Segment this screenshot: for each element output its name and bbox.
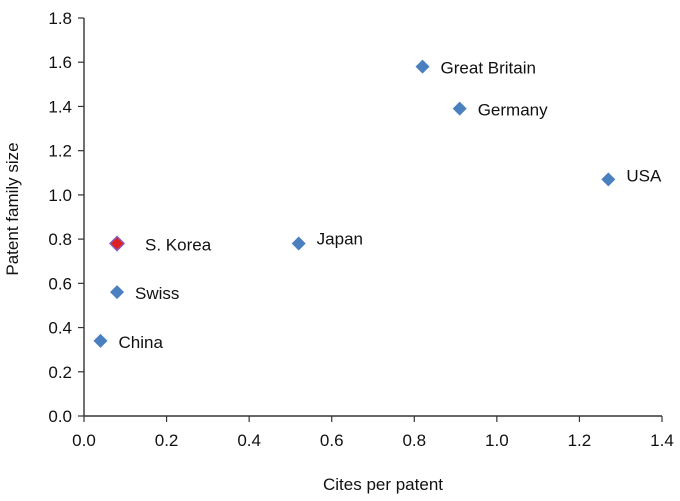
y-tick-label: 0.2 bbox=[48, 363, 72, 382]
x-tick-label: 0.4 bbox=[237, 431, 261, 450]
data-point-germany: Germany bbox=[452, 101, 548, 120]
x-tick-label: 1.0 bbox=[485, 431, 509, 450]
diamond-marker bbox=[110, 285, 125, 300]
diamond-marker bbox=[601, 172, 616, 187]
y-tick-label: 1.0 bbox=[48, 186, 72, 205]
ticks: 0.0 0.2 0.4 0.6 0.8 1.0 1.2 1.4 0.0 0.2 0.4 0.6 0.8 1… bbox=[48, 9, 673, 450]
y-tick-label: 1.6 bbox=[48, 53, 72, 72]
point-label: Swiss bbox=[135, 284, 179, 303]
point-label: USA bbox=[626, 166, 662, 185]
diamond-marker bbox=[291, 236, 306, 251]
data-points: Great Britain Germany USA Japan S. Korea Swis… bbox=[93, 59, 662, 352]
x-tick-label: 0.2 bbox=[155, 431, 179, 450]
data-point-great-britain: Great Britain bbox=[415, 59, 536, 78]
point-label: Japan bbox=[317, 230, 363, 249]
x-tick-label: 0.8 bbox=[402, 431, 426, 450]
data-point-japan: Japan bbox=[291, 230, 363, 251]
point-label: Germany bbox=[478, 101, 548, 120]
diamond-marker bbox=[452, 101, 467, 116]
point-label: S. Korea bbox=[145, 236, 212, 255]
point-label: China bbox=[119, 333, 164, 352]
data-point-china: China bbox=[93, 333, 164, 352]
point-label: Great Britain bbox=[441, 59, 536, 78]
y-tick-label: 0.4 bbox=[48, 319, 72, 338]
x-axis-label: Cites per patent bbox=[323, 475, 443, 494]
y-tick-label: 1.2 bbox=[48, 142, 72, 161]
axes bbox=[83, 18, 662, 417]
diamond-marker bbox=[108, 235, 126, 252]
y-tick-label: 1.4 bbox=[48, 97, 72, 116]
data-point-swiss: Swiss bbox=[110, 284, 179, 303]
x-tick-label: 0.0 bbox=[72, 431, 96, 450]
x-tick-label: 0.6 bbox=[320, 431, 344, 450]
x-tick-label: 1.2 bbox=[568, 431, 592, 450]
y-axis-label: Patent family size bbox=[3, 142, 22, 275]
diamond-marker bbox=[93, 333, 108, 348]
y-tick-label: 0.0 bbox=[48, 407, 72, 426]
data-point-s-korea: S. Korea bbox=[108, 235, 212, 255]
x-tick-label: 1.4 bbox=[650, 431, 674, 450]
y-tick-label: 0.6 bbox=[48, 274, 72, 293]
y-tick-label: 0.8 bbox=[48, 230, 72, 249]
data-point-usa: USA bbox=[601, 166, 662, 187]
y-tick-label: 1.8 bbox=[48, 9, 72, 28]
diamond-marker bbox=[415, 59, 430, 74]
